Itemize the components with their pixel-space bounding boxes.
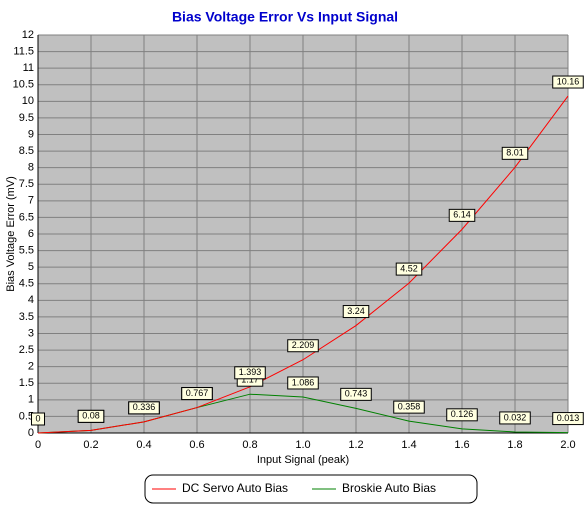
data-label-box (128, 401, 160, 415)
data-label: 0 (35, 413, 40, 423)
data-label-box (287, 339, 319, 353)
data-label-box (234, 366, 266, 380)
data-label-box (77, 409, 105, 423)
data-label: 0.336 (133, 402, 156, 412)
y-tick-label: 5.5 (19, 244, 34, 256)
y-tick-label: 6 (28, 228, 34, 240)
y-tick-label: 2.5 (19, 344, 34, 356)
y-tick-label: 3.5 (19, 311, 34, 323)
y-tick-label: 11 (23, 62, 34, 74)
y-tick-label: 4.5 (19, 278, 34, 290)
x-tick-label: 1.8 (507, 439, 522, 451)
data-label: 0.743 (345, 389, 368, 399)
data-label-box (393, 400, 425, 414)
y-tick-label: 7.5 (19, 178, 34, 190)
x-tick-label: 1.6 (454, 439, 469, 451)
y-tick-label: 12 (22, 29, 34, 41)
y-tick-label: 0 (28, 427, 34, 439)
y-tick-label: 2 (28, 361, 34, 373)
y-tick-label: 11.5 (13, 45, 34, 57)
x-tick-label: 0.4 (136, 439, 151, 451)
y-tick-label: 8 (28, 162, 34, 174)
y-tick-label: 9 (28, 128, 34, 140)
data-label: 6.14 (453, 210, 471, 220)
y-tick-label: 6.5 (19, 211, 34, 223)
x-tick-label: 0 (35, 439, 41, 451)
x-tick-label: 1.2 (348, 439, 363, 451)
data-label: 1.086 (292, 377, 315, 387)
x-tick-label: 0.8 (242, 439, 257, 451)
x-tick-label: 0.6 (189, 439, 204, 451)
data-label: 0.767 (186, 388, 209, 398)
data-label: 1.17 (241, 375, 259, 385)
chart-title: Bias Voltage Error Vs Input Signal (172, 9, 398, 25)
series-line (37, 95, 569, 434)
data-label-box (446, 408, 478, 422)
legend-box (144, 474, 478, 504)
x-tick-label: 1.4 (401, 439, 416, 451)
y-axis-label: Bias Voltage Error (mV) (5, 176, 17, 292)
data-label: 10.16 (557, 76, 580, 86)
data-label: 4.52 (400, 263, 418, 273)
data-label: 0.126 (451, 409, 474, 419)
data-label: 0.358 (398, 402, 421, 412)
y-tick-label: 1.5 (19, 377, 34, 389)
data-label-box (552, 412, 584, 426)
y-tick-label: 10.5 (13, 79, 34, 91)
x-tick-label: 2.0 (560, 439, 575, 451)
legend-label: Broskie Auto Bias (342, 481, 436, 495)
data-label-box (552, 75, 584, 89)
data-label: 0.08 (82, 411, 100, 421)
y-tick-label: 3 (28, 327, 34, 339)
data-label: 2.209 (292, 340, 315, 350)
data-label: 1.393 (239, 367, 262, 377)
data-label-box (501, 146, 529, 160)
x-tick-label: 1.0 (295, 439, 310, 451)
y-tick-label: 0.5 (19, 410, 34, 422)
data-label-box (448, 208, 476, 222)
data-label-box (499, 411, 531, 425)
y-tick-label: 10 (22, 95, 34, 107)
y-tick-label: 5 (28, 261, 34, 273)
y-tick-label: 4 (28, 294, 34, 306)
data-label-box (342, 305, 370, 319)
data-label: 8.01 (506, 148, 524, 158)
data-label: 0.032 (504, 412, 527, 422)
data-label-box (30, 412, 46, 426)
data-label-box (340, 387, 372, 401)
x-axis-label: Input Signal (peak) (257, 454, 349, 466)
data-label-box (287, 376, 319, 390)
x-tick-label: 0.2 (83, 439, 98, 451)
data-label-box (395, 262, 423, 276)
legend-label: DC Servo Auto Bias (182, 481, 288, 495)
data-label-box (181, 387, 213, 401)
data-label: 0.013 (557, 413, 580, 423)
y-tick-label: 7 (28, 195, 34, 207)
y-tick-label: 1 (28, 394, 34, 406)
y-tick-label: 9.5 (19, 112, 34, 124)
y-tick-label: 8.5 (19, 145, 34, 157)
data-label: 3.24 (347, 306, 365, 316)
